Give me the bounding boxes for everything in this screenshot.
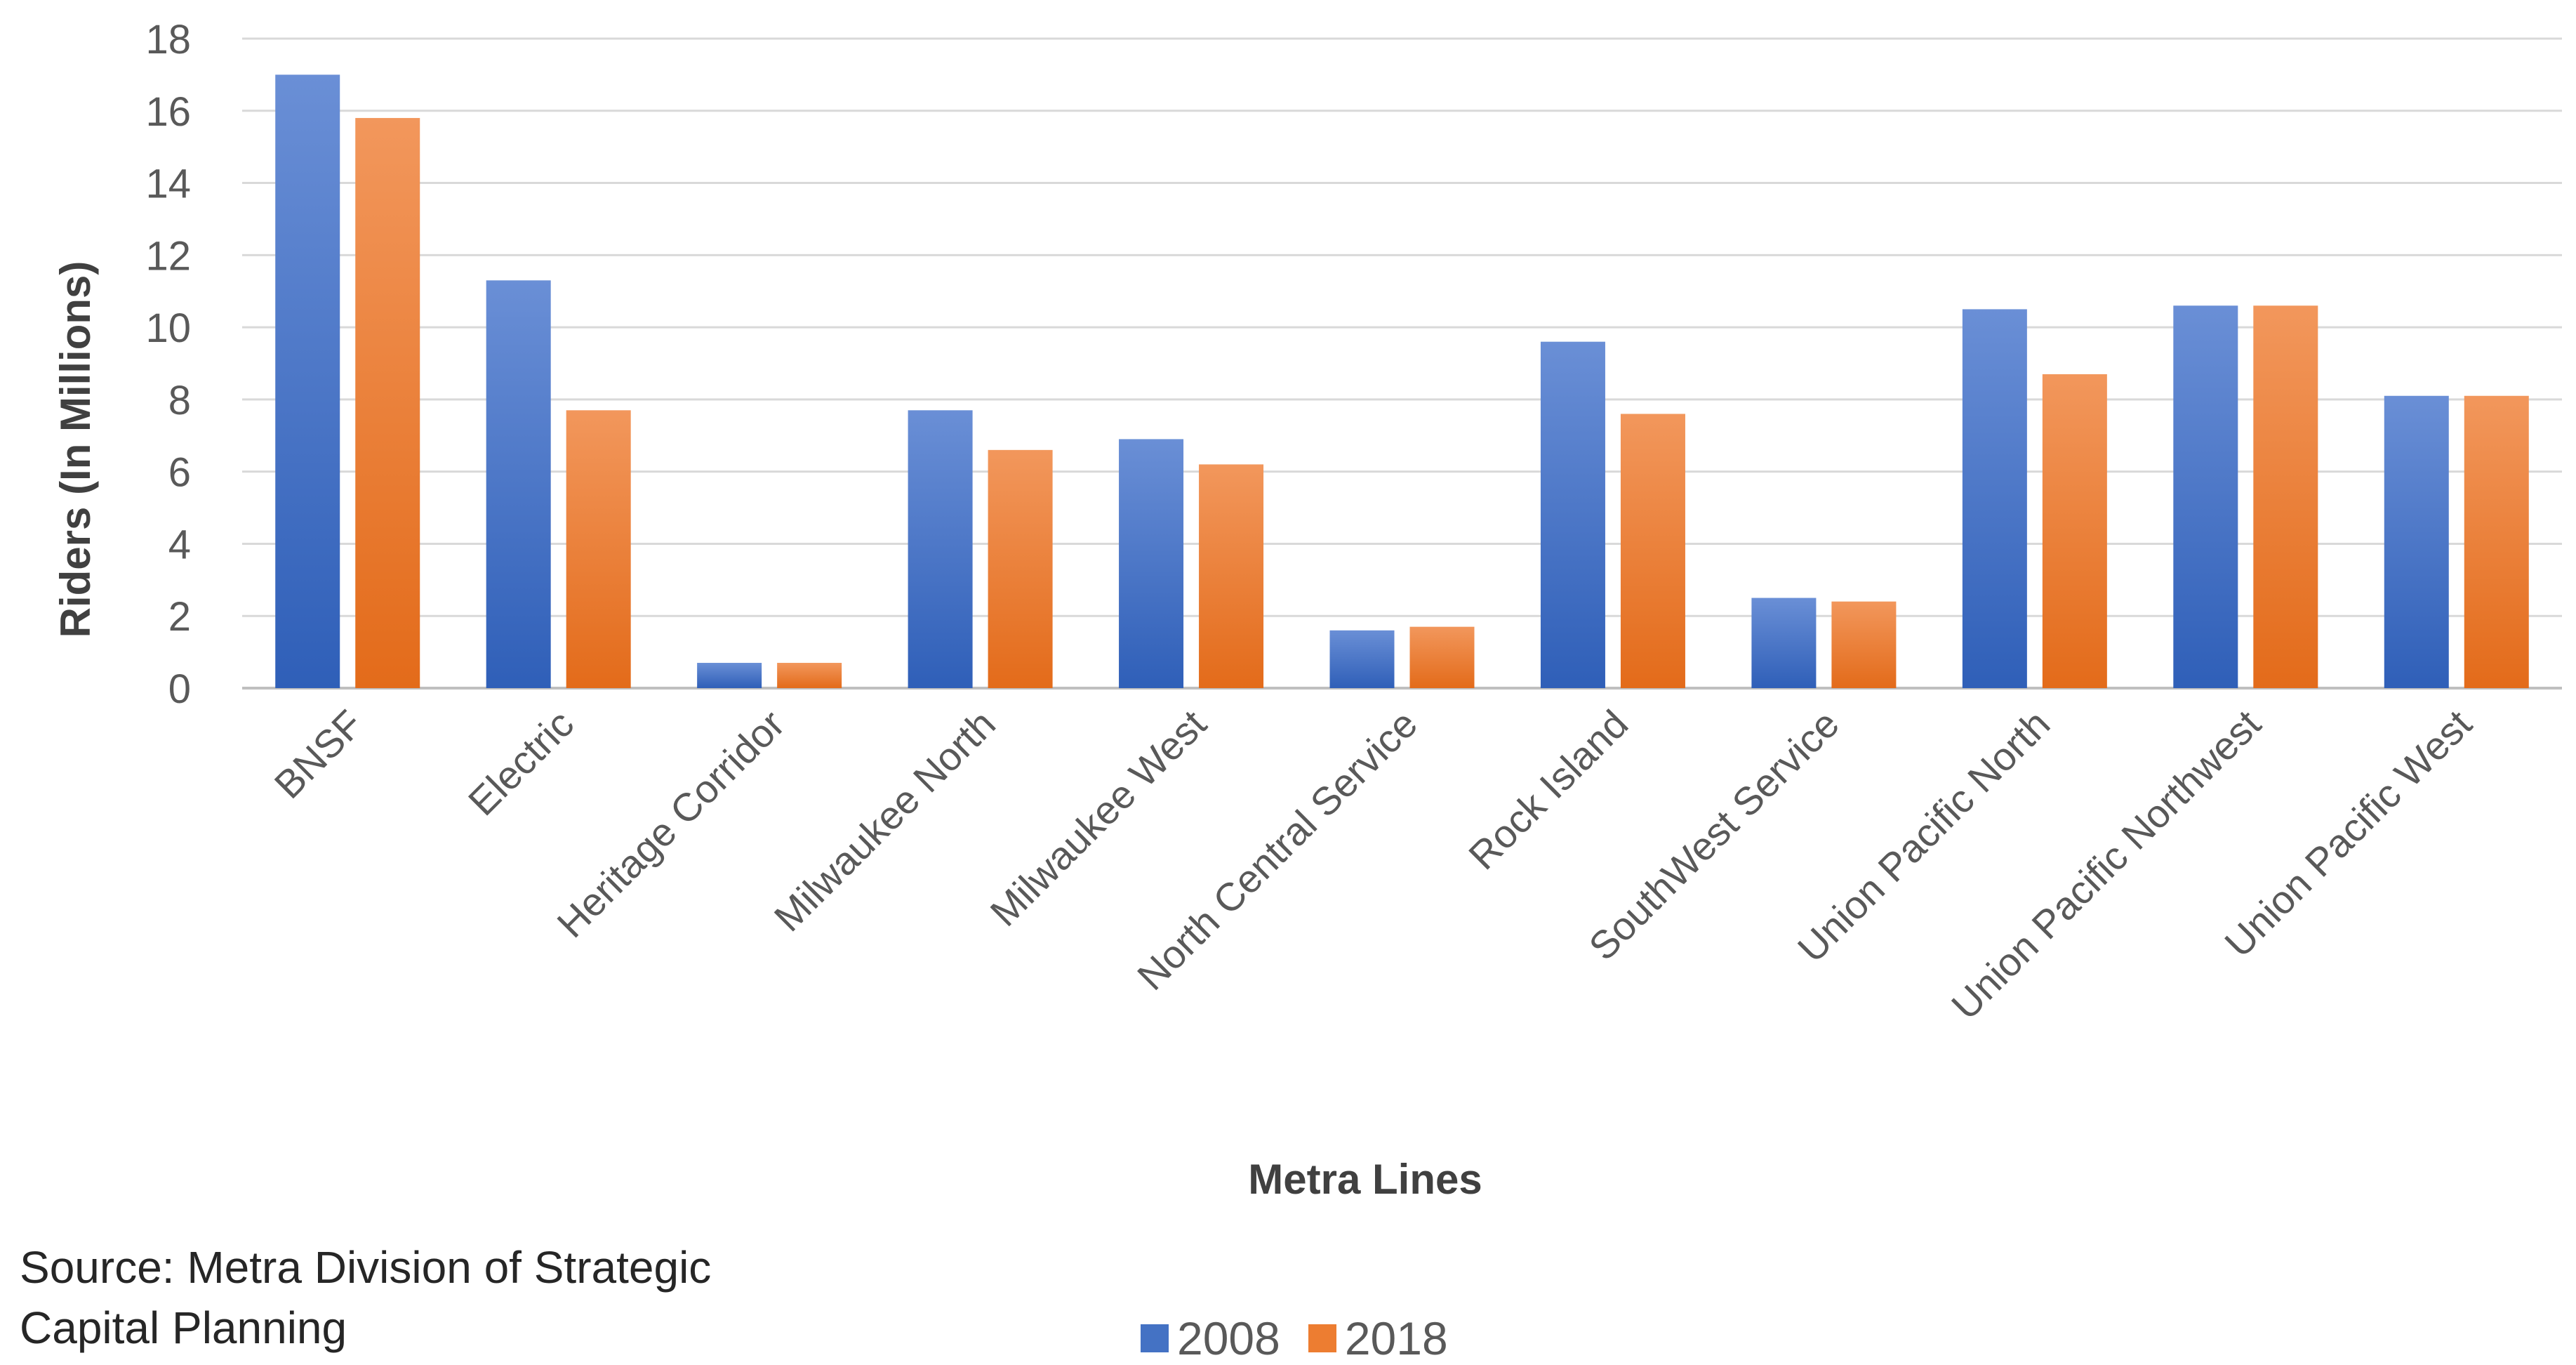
bar-2008-bnsf <box>275 74 340 688</box>
y-tick-label: 4 <box>168 522 191 567</box>
bar-2018-southwest-service <box>1831 601 1897 688</box>
bar-2008-electric <box>486 280 551 688</box>
legend-label-2018: 2018 <box>1344 1312 1448 1364</box>
x-tick-label: Rock Island <box>1460 701 1636 878</box>
y-tick-label: 12 <box>145 233 191 279</box>
bar-2008-union-pacific-north <box>1962 309 2027 689</box>
bar-2018-milwaukee-north <box>988 449 1053 688</box>
bar-2008-milwaukee-north <box>908 410 973 688</box>
bar-2018-union-pacific-west <box>2464 395 2529 688</box>
x-axis-title: Metra Lines <box>1248 1156 1482 1203</box>
bar-2018-milwaukee-west <box>1199 464 1264 688</box>
legend-swatch-2018 <box>1308 1324 1336 1352</box>
x-tick-label: Heritage Corridor <box>548 701 792 946</box>
source-line-1: Source: Metra Division of Strategic <box>20 1242 712 1293</box>
bar-2008-north-central-service <box>1329 630 1395 688</box>
bar-2018-union-pacific-northwest <box>2253 305 2318 688</box>
legend-item-2018: 2018 <box>1308 1312 1448 1365</box>
x-tick-label: Electric <box>460 701 582 824</box>
bars <box>275 74 2529 689</box>
bar-2008-union-pacific-west <box>2384 395 2449 688</box>
y-tick-label: 16 <box>145 89 191 135</box>
bar-2018-north-central-service <box>1409 626 1475 688</box>
bar-2008-rock-island <box>1540 341 1605 688</box>
x-tick-label: Milwaukee West <box>981 701 1214 935</box>
source-line-2: Capital Planning <box>20 1303 347 1353</box>
bar-2008-milwaukee-west <box>1119 439 1184 688</box>
x-tick-label: Milwaukee North <box>766 701 1004 939</box>
y-axis-title: Riders (In Millions) <box>52 261 99 638</box>
bar-2008-heritage-corridor <box>697 663 762 688</box>
y-tick-label: 2 <box>168 594 191 640</box>
bar-2018-electric <box>566 410 631 688</box>
y-tick-label: 8 <box>168 378 191 423</box>
legend-label-2008: 2008 <box>1177 1312 1280 1364</box>
bar-2018-union-pacific-north <box>2042 374 2107 688</box>
y-axis: 0 2 4 6 8 10 12 14 16 18 <box>145 17 191 712</box>
legend-item-2008: 2008 <box>1141 1312 1280 1365</box>
y-tick-label: 18 <box>145 17 191 62</box>
bar-2008-union-pacific-northwest <box>2173 305 2238 688</box>
y-tick-label: 6 <box>168 450 191 496</box>
bar-2008-southwest-service <box>1751 598 1817 688</box>
legend-swatch-2008 <box>1141 1324 1169 1352</box>
y-tick-label: 14 <box>145 161 191 207</box>
bar-2018-rock-island <box>1620 414 1685 688</box>
y-tick-label: 10 <box>145 305 191 351</box>
y-tick-label: 0 <box>168 666 191 712</box>
legend: 2008 2018 <box>1141 1312 1448 1365</box>
source-note: Source: Metra Division of Strategic Capi… <box>20 1237 862 1358</box>
bar-2018-bnsf <box>355 118 420 689</box>
x-tick-label: BNSF <box>266 701 371 807</box>
bar-2018-heritage-corridor <box>777 663 842 688</box>
